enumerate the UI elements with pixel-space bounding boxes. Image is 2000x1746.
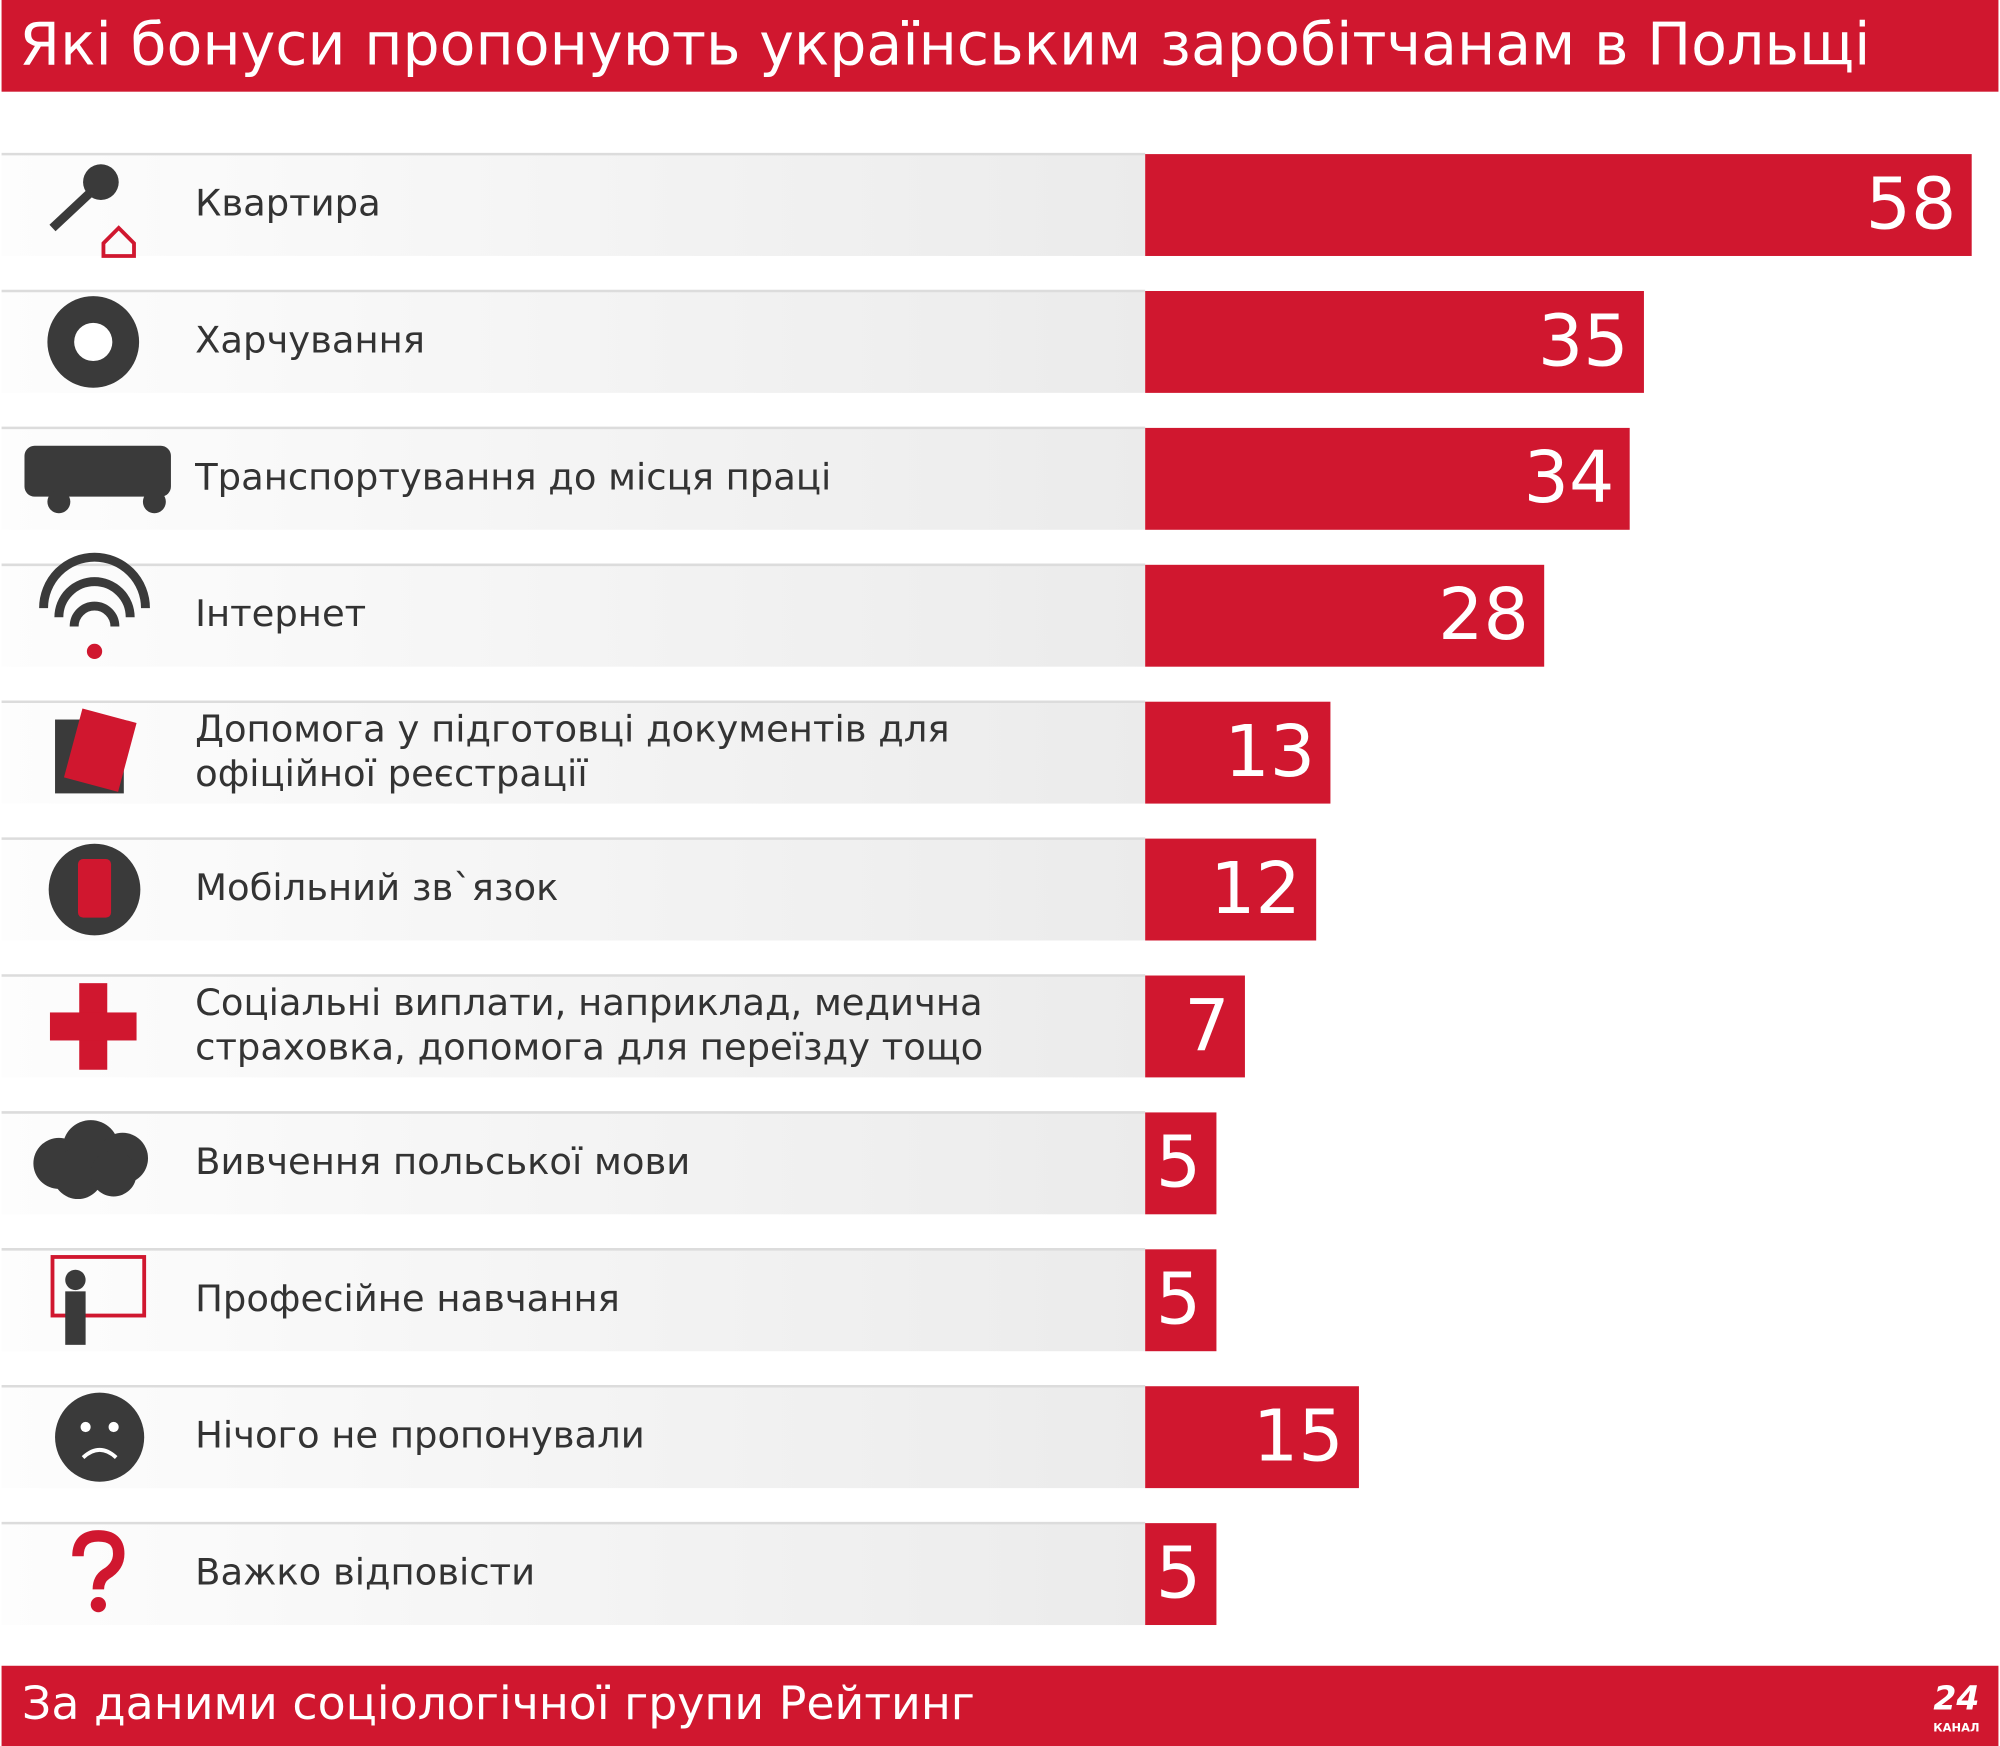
bar xyxy=(1145,975,1245,1078)
icon-group xyxy=(49,983,137,1070)
row-background xyxy=(1,701,1146,804)
icon xyxy=(63,708,137,792)
value-label: 58 xyxy=(1866,162,1957,245)
icon xyxy=(47,490,71,514)
icon xyxy=(74,322,113,362)
icon-group xyxy=(24,445,171,514)
icon xyxy=(90,1596,106,1613)
icon xyxy=(65,1291,86,1345)
row-background xyxy=(1,1112,1146,1215)
category-label: Інтернет xyxy=(195,592,366,635)
icon xyxy=(24,445,171,497)
category-label: Допомога у підготовці документів для офіц… xyxy=(195,707,949,795)
icon-group xyxy=(50,1255,147,1345)
icon xyxy=(81,1448,118,1460)
icon xyxy=(54,577,135,618)
bar xyxy=(1145,1386,1359,1489)
icon-group xyxy=(47,296,140,388)
bar xyxy=(1145,291,1644,393)
icon-group xyxy=(48,843,141,936)
icon xyxy=(90,1150,137,1197)
icon-group xyxy=(72,1530,125,1613)
icon xyxy=(101,225,136,258)
bar xyxy=(1145,427,1630,530)
bar xyxy=(1145,1523,1217,1626)
row-background xyxy=(1,291,1146,393)
rows: Квартира 58 Харчування 35 Транспортування до… xyxy=(1,152,1972,1626)
icon xyxy=(108,1421,119,1433)
icon xyxy=(49,1012,137,1041)
value-label: 28 xyxy=(1438,573,1529,656)
value-label: 5 xyxy=(1156,1531,1201,1614)
bar xyxy=(1145,154,1972,256)
row-background xyxy=(1,427,1146,530)
icon xyxy=(83,164,119,200)
value-label: 7 xyxy=(1184,984,1229,1067)
value-label: 12 xyxy=(1210,847,1301,930)
icon-group xyxy=(55,1392,145,1482)
icon xyxy=(52,1148,104,1200)
icon xyxy=(69,601,120,627)
icon-group xyxy=(33,1120,149,1200)
value-label: 35 xyxy=(1538,299,1629,382)
chart-title: Які бонуси пропонують українським заробі… xyxy=(19,11,1870,79)
bar xyxy=(1145,701,1331,804)
source: За даними соціологічної групи Рейтинг xyxy=(22,1676,975,1730)
value-label: 5 xyxy=(1156,1258,1201,1341)
category-label: Нічого не пропонували xyxy=(195,1414,645,1457)
category-label: Важко відповісти xyxy=(195,1551,535,1594)
bar xyxy=(1145,838,1317,941)
icon xyxy=(49,189,94,232)
title-band xyxy=(1,0,1999,92)
icon-group xyxy=(49,164,136,258)
category-label: Соціальні виплати, наприклад, медична стр… xyxy=(195,981,983,1069)
icon xyxy=(65,1269,86,1291)
row-background xyxy=(1,1523,1146,1626)
icon xyxy=(80,1421,91,1433)
icon xyxy=(72,1530,125,1590)
row-background xyxy=(1,564,1146,667)
bar xyxy=(1145,564,1545,667)
icon xyxy=(142,490,166,514)
category-label: Професійне навчання xyxy=(195,1277,620,1320)
icon xyxy=(50,1255,147,1318)
row-background xyxy=(1,1386,1146,1489)
icon xyxy=(86,643,103,660)
value-label: 13 xyxy=(1224,710,1315,793)
value-label: 5 xyxy=(1156,1121,1201,1204)
row-background xyxy=(1,975,1146,1078)
value-label: 34 xyxy=(1524,436,1615,519)
category-label: Квартира xyxy=(195,182,381,225)
value-label: 15 xyxy=(1253,1395,1344,1478)
category-label: Вивчення польської мови xyxy=(195,1140,690,1183)
row-background xyxy=(1,154,1146,256)
row-background xyxy=(1,838,1146,941)
bar xyxy=(1145,1112,1217,1215)
icon-group xyxy=(55,708,137,794)
icon-group xyxy=(39,552,150,660)
footer-band xyxy=(1,1665,1999,1746)
bar xyxy=(1145,1249,1217,1352)
icon xyxy=(77,858,112,918)
icon xyxy=(39,552,150,609)
logo: 24 xyxy=(1933,1679,1979,1718)
icon xyxy=(55,1392,145,1482)
category-label: Харчування xyxy=(195,318,425,361)
category-label: Мобільний зв`язок xyxy=(195,866,558,909)
logo-caption: КАНАЛ xyxy=(1933,1721,1979,1735)
category-label: Транспортування до місця праці xyxy=(194,455,831,498)
row-background xyxy=(1,1249,1146,1352)
